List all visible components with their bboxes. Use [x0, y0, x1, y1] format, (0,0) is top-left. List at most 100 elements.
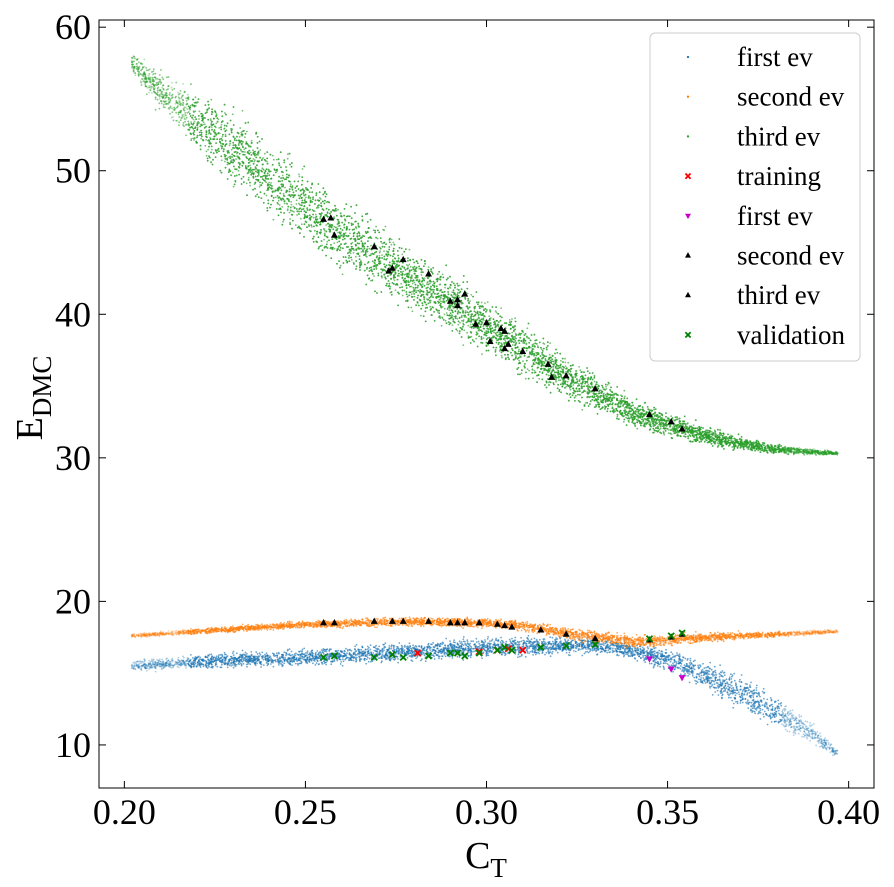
band-point — [570, 643, 572, 646]
band-point — [744, 682, 747, 685]
band-point — [702, 662, 704, 665]
band-point — [220, 666, 223, 669]
band-point — [538, 650, 541, 652]
band-point — [511, 640, 514, 643]
band-point — [358, 656, 361, 659]
band-point — [313, 658, 316, 660]
band-point — [534, 651, 537, 654]
band-point — [557, 644, 560, 647]
band-point — [314, 652, 317, 655]
band-point — [687, 641, 690, 644]
band-point — [802, 722, 804, 725]
band-point — [231, 652, 234, 655]
band-point — [624, 651, 627, 654]
band-point — [166, 657, 168, 660]
band-point — [822, 747, 824, 749]
band-point — [707, 670, 710, 672]
band-point — [229, 658, 231, 661]
band-point — [803, 727, 805, 730]
band-point — [177, 664, 180, 666]
band-point — [143, 660, 146, 663]
band-point — [619, 648, 622, 650]
band-point — [664, 655, 667, 658]
band-point — [802, 725, 804, 728]
band-point — [235, 663, 238, 666]
band-point — [291, 654, 294, 656]
band-point — [698, 675, 701, 678]
band-point — [529, 640, 532, 643]
band-point — [199, 666, 202, 668]
band-point — [417, 621, 420, 624]
band-point — [769, 697, 772, 699]
band-point — [583, 652, 586, 655]
band-point — [677, 654, 679, 656]
band-point — [180, 659, 183, 662]
band-point — [381, 651, 383, 653]
band-point — [836, 749, 839, 752]
band-point — [673, 668, 676, 671]
band-point — [138, 665, 140, 667]
band-point — [798, 716, 801, 718]
band-point — [729, 690, 731, 692]
band-point — [791, 709, 794, 712]
band-point — [312, 652, 314, 655]
band-point — [286, 649, 289, 652]
band-point — [773, 716, 776, 719]
band-point — [376, 650, 378, 653]
band-point — [730, 696, 732, 699]
band-point — [148, 663, 150, 665]
band-point — [713, 665, 716, 668]
band-point — [489, 640, 491, 642]
band-point — [497, 639, 499, 642]
band-point — [677, 660, 680, 663]
band-point — [262, 658, 265, 661]
band-point — [743, 694, 745, 696]
band-point — [290, 650, 293, 653]
band-point — [403, 646, 406, 648]
band-point — [548, 647, 551, 649]
scatter-bands — [130, 55, 839, 757]
band-point — [568, 651, 571, 654]
band-point — [719, 664, 721, 667]
band-point — [412, 644, 414, 647]
band-point — [719, 690, 722, 693]
band-point — [352, 652, 355, 654]
band-point — [264, 658, 267, 661]
band-point — [354, 645, 356, 648]
band-point — [154, 666, 157, 669]
band-point — [771, 716, 774, 718]
band-point — [265, 652, 268, 654]
band-point — [367, 650, 369, 653]
band-point — [699, 664, 701, 667]
band-point — [688, 662, 691, 664]
band-point — [705, 676, 707, 678]
band-point — [254, 664, 257, 667]
band-point — [451, 657, 454, 659]
band-point — [363, 650, 365, 653]
band-point — [672, 662, 674, 665]
band-point — [394, 657, 397, 660]
band-point — [613, 650, 615, 653]
band-point — [609, 644, 612, 646]
band-point — [752, 696, 755, 698]
band-point — [686, 668, 689, 671]
band-point — [619, 650, 621, 653]
band-point — [652, 654, 655, 656]
band-point — [172, 666, 174, 669]
band-point — [781, 716, 784, 718]
band-point — [664, 662, 667, 665]
band-point — [643, 649, 645, 651]
band-point — [396, 646, 399, 648]
band-point — [338, 657, 341, 660]
band-point — [630, 651, 633, 654]
band-point — [247, 661, 250, 663]
band-point — [653, 650, 656, 652]
band-point — [761, 704, 764, 706]
band-point — [500, 653, 503, 656]
band-point — [656, 665, 659, 667]
band-point — [227, 660, 230, 663]
band-point — [754, 712, 756, 715]
band-point — [411, 660, 414, 662]
band-point — [730, 685, 733, 687]
band-point — [761, 708, 764, 711]
